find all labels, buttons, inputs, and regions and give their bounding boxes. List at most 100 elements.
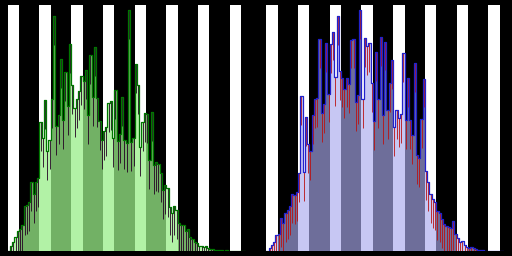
Bar bbox=[445, 226, 447, 251]
Bar bbox=[76, 99, 78, 251]
Bar bbox=[307, 144, 309, 251]
Bar bbox=[128, 10, 130, 251]
Bar bbox=[321, 113, 323, 251]
Bar bbox=[447, 227, 450, 251]
Bar bbox=[151, 112, 153, 251]
Bar bbox=[387, 110, 389, 251]
Bar bbox=[300, 96, 303, 251]
Bar bbox=[10, 246, 12, 251]
Bar bbox=[488, 5, 500, 251]
Bar bbox=[103, 131, 105, 251]
Bar bbox=[221, 250, 223, 251]
Bar bbox=[187, 229, 189, 251]
Bar bbox=[312, 115, 314, 251]
Bar bbox=[51, 99, 53, 251]
Bar bbox=[336, 16, 339, 251]
Bar bbox=[39, 122, 41, 251]
Bar bbox=[60, 59, 62, 251]
Bar bbox=[182, 225, 184, 251]
Bar bbox=[19, 229, 22, 251]
Bar bbox=[359, 10, 361, 251]
Bar bbox=[144, 113, 146, 251]
Bar bbox=[361, 5, 373, 251]
Bar bbox=[108, 103, 110, 251]
Bar bbox=[391, 60, 393, 251]
Bar bbox=[439, 213, 441, 251]
Bar bbox=[441, 219, 443, 251]
Bar bbox=[339, 71, 341, 251]
Bar bbox=[305, 117, 307, 251]
Bar bbox=[184, 231, 187, 251]
Bar bbox=[148, 160, 151, 251]
Bar bbox=[479, 250, 482, 251]
Bar bbox=[101, 140, 103, 251]
Bar bbox=[418, 158, 420, 251]
Bar bbox=[135, 65, 137, 251]
Bar bbox=[65, 72, 67, 251]
Bar bbox=[393, 127, 395, 251]
Bar bbox=[357, 95, 359, 251]
Bar bbox=[430, 194, 432, 251]
Bar bbox=[404, 120, 407, 251]
Bar bbox=[268, 248, 271, 251]
Bar bbox=[198, 5, 209, 251]
Bar bbox=[414, 63, 416, 251]
Bar bbox=[198, 246, 200, 251]
Bar bbox=[189, 237, 191, 251]
Bar bbox=[298, 174, 300, 251]
Bar bbox=[121, 98, 123, 251]
Bar bbox=[366, 46, 368, 251]
Bar bbox=[94, 47, 96, 251]
Bar bbox=[298, 5, 309, 251]
Bar bbox=[425, 171, 427, 251]
Bar bbox=[171, 213, 173, 251]
Bar bbox=[157, 164, 160, 251]
Bar bbox=[284, 213, 287, 251]
Bar bbox=[303, 172, 305, 251]
Bar bbox=[278, 234, 280, 251]
Bar bbox=[355, 102, 357, 251]
Bar bbox=[137, 85, 139, 251]
Bar bbox=[350, 39, 352, 251]
Bar bbox=[323, 104, 325, 251]
Bar bbox=[316, 98, 318, 251]
Bar bbox=[105, 127, 108, 251]
Bar bbox=[117, 141, 119, 251]
Bar bbox=[55, 126, 57, 251]
Bar bbox=[33, 194, 35, 251]
Bar bbox=[373, 121, 375, 251]
Bar bbox=[425, 5, 436, 251]
Bar bbox=[112, 138, 114, 251]
Bar bbox=[67, 106, 69, 251]
Bar bbox=[123, 140, 125, 251]
Bar bbox=[162, 190, 164, 251]
Bar bbox=[461, 241, 463, 251]
Bar bbox=[133, 137, 135, 251]
Bar bbox=[296, 192, 298, 251]
Bar bbox=[178, 223, 180, 251]
Bar bbox=[409, 120, 411, 251]
Bar bbox=[53, 16, 55, 251]
Bar bbox=[473, 248, 475, 251]
Bar bbox=[457, 238, 459, 251]
Bar bbox=[398, 118, 400, 251]
Bar bbox=[466, 247, 468, 251]
Bar bbox=[14, 237, 17, 251]
Bar bbox=[82, 81, 85, 251]
Bar bbox=[69, 44, 71, 251]
Bar bbox=[309, 151, 312, 251]
Bar bbox=[293, 195, 296, 251]
Bar bbox=[384, 41, 387, 251]
Bar bbox=[98, 121, 101, 251]
Bar bbox=[110, 101, 112, 251]
Bar bbox=[314, 99, 316, 251]
Bar bbox=[176, 210, 178, 251]
Bar bbox=[475, 249, 477, 251]
Bar bbox=[125, 143, 128, 251]
Bar bbox=[191, 239, 194, 251]
Bar bbox=[155, 162, 157, 251]
Bar bbox=[166, 5, 178, 251]
Bar bbox=[477, 250, 479, 251]
Bar bbox=[71, 5, 82, 251]
Bar bbox=[450, 228, 452, 251]
